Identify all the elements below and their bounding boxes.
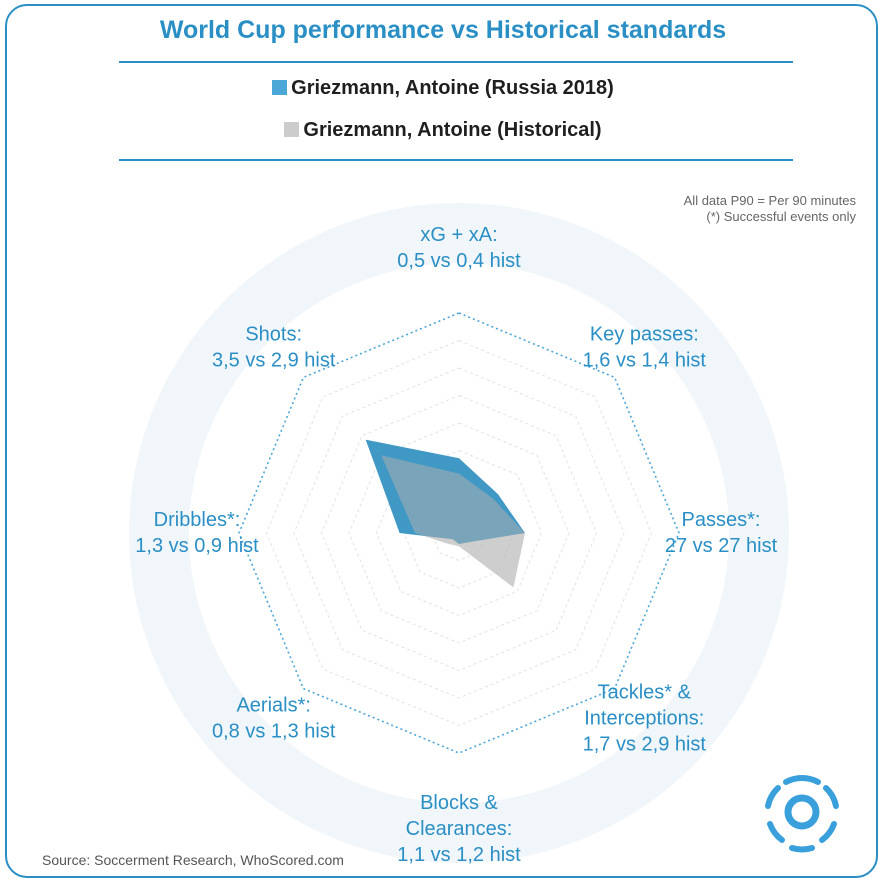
axis-label: Dribbles*: 1,3 vs 0,9 hist <box>135 509 259 557</box>
series-area-historical <box>381 455 525 588</box>
axis-label-line: 27 vs 27 hist <box>665 535 778 557</box>
legend-label-current: Griezmann, Antoine (Russia 2018) <box>291 77 614 99</box>
axis-label: xG + xA: 0,5 vs 0,4 hist <box>397 224 521 272</box>
legend-label-historical: Griezmann, Antoine (Historical) <box>303 119 602 141</box>
axis-label-line: Key passes: <box>590 324 699 346</box>
radar-grid-ring <box>265 339 653 727</box>
axis-label: Shots: 3,5 vs 2,9 hist <box>212 324 336 372</box>
note-successful: (*) Successful events only <box>706 209 856 224</box>
axis-label-line: 0,5 vs 0,4 hist <box>397 250 521 272</box>
source-note: Source: Soccerment Research, WhoScored.c… <box>42 852 344 868</box>
axis-label: Aerials*: 0,8 vs 1,3 hist <box>212 694 336 742</box>
axis-label-line: 1,7 vs 2,9 hist <box>583 733 707 755</box>
axis-label-line: Tackles* & <box>598 681 692 703</box>
legend-swatch-historical <box>284 122 300 137</box>
axis-label-line: 1,6 vs 1,4 hist <box>583 350 707 372</box>
note-p90: All data P90 = Per 90 minutes <box>683 193 856 208</box>
axis-label-line: xG + xA: <box>420 224 497 246</box>
axis-label-line: 0,8 vs 1,3 hist <box>212 720 336 742</box>
legend-item-historical: Griezmann, Antoine (Historical) <box>0 119 886 142</box>
radar-grid-ring <box>348 422 570 644</box>
axis-label: Blocks & Clearances: 1,1 vs 1,2 hist <box>397 792 521 866</box>
axis-label: Key passes: 1,6 vs 1,4 hist <box>583 324 707 372</box>
axis-label-line: Passes*: <box>682 509 761 531</box>
axis-label: Tackles* & Interceptions: 1,7 vs 2,9 hist <box>583 681 707 755</box>
axis-label-line: Aerials*: <box>236 694 310 716</box>
title-divider <box>119 61 793 63</box>
legend-item-current: Griezmann, Antoine (Russia 2018) <box>0 77 886 100</box>
soccerment-logo-icon <box>765 775 839 853</box>
series-area-overlap <box>365 439 525 544</box>
axis-label: Passes*: 27 vs 27 hist <box>665 509 778 557</box>
axis-label-line: Clearances: <box>406 818 513 840</box>
watermark-ring <box>129 203 789 863</box>
chart-title: World Cup performance vs Historical stan… <box>159 16 727 44</box>
axis-label-line: Dribbles*: <box>154 509 241 531</box>
axis-label-line: 1,3 vs 0,9 hist <box>135 535 259 557</box>
axis-label-line: Blocks & <box>420 792 498 814</box>
axis-label-line: Interceptions: <box>584 707 704 729</box>
axis-label-line: Shots: <box>245 324 302 346</box>
axis-label-line: 3,5 vs 2,9 hist <box>212 350 336 372</box>
legend-divider <box>119 159 793 161</box>
radar-grid-ring <box>320 394 598 672</box>
radar-areas <box>365 439 525 588</box>
background-watermark <box>129 203 789 863</box>
legend-swatch-current <box>272 80 288 95</box>
axis-labels: xG + xA: 0,5 vs 0,4 hist Key passes: 1,6 vs… <box>135 224 777 866</box>
axis-label-line: 1,1 vs 1,2 hist <box>397 844 521 866</box>
radar-grid-ring <box>293 367 625 699</box>
